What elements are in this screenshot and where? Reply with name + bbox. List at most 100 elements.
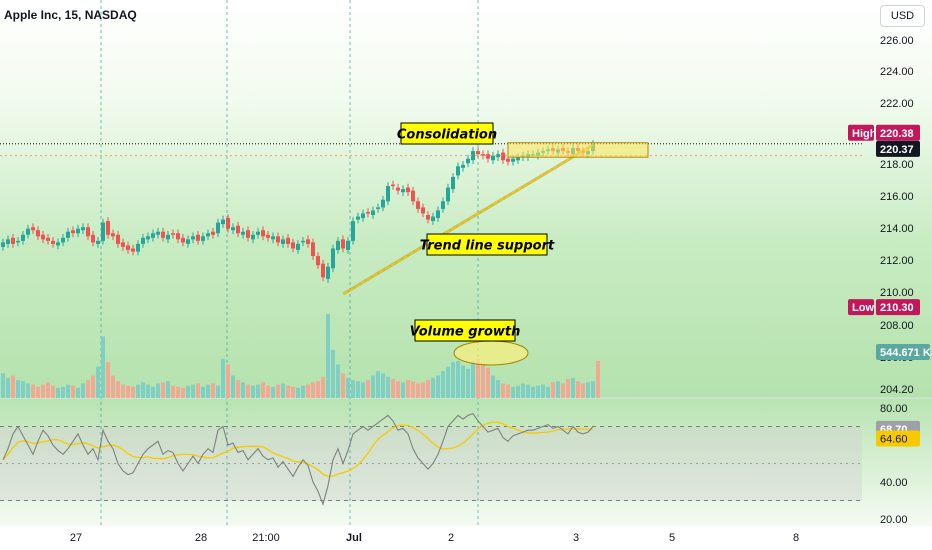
volume-bar (281, 383, 285, 398)
candle-body (206, 233, 210, 237)
time-axis[interactable]: 27 28 21:00 Jul 2 3 5 8 (70, 532, 799, 544)
time-tick-label: 5 (669, 532, 675, 544)
volume-bar (81, 383, 85, 398)
candle-body (476, 151, 480, 155)
candle-body (401, 189, 405, 193)
candle-body (61, 237, 65, 243)
volume-bar (461, 365, 465, 398)
volume-bar (311, 382, 315, 398)
volume-bar (166, 381, 170, 398)
volume-bar (296, 387, 300, 398)
volume-bar (151, 386, 155, 398)
candle-body (286, 237, 290, 244)
candle-body (466, 158, 470, 164)
candle-body (331, 248, 335, 269)
volume-bar (301, 385, 305, 398)
consolidation-box (400, 122, 494, 145)
volume-bar (336, 364, 340, 398)
volume-bar (386, 376, 390, 398)
candle-body (31, 227, 35, 231)
volume-bar (451, 362, 455, 398)
candle-body (436, 210, 440, 219)
volume-growth-label: Volume growth (410, 325, 521, 340)
volume-bar (106, 362, 110, 398)
volume-bar (381, 373, 385, 398)
volume-bar (586, 382, 590, 398)
candle-body (216, 222, 220, 234)
session-lines (100, 0, 479, 526)
volume-bars (1, 314, 600, 398)
candle-body (176, 233, 180, 240)
candle-body (146, 236, 150, 240)
volume-bar (216, 385, 220, 398)
candle-body (506, 158, 510, 162)
candle-body (1, 242, 5, 247)
candle-body (196, 234, 200, 241)
candle-body (231, 227, 235, 231)
volume-bar (426, 380, 430, 398)
volume-bar (491, 375, 495, 398)
rsi-ma-badge: 64.60 (880, 433, 908, 445)
volume-bar (186, 385, 190, 398)
volume-bar (421, 382, 425, 398)
volume-bar (571, 377, 575, 398)
volume-bar (256, 384, 260, 398)
volume-bar (546, 386, 550, 398)
candle-body (101, 222, 105, 241)
volume-bar (351, 380, 355, 398)
candle-body (21, 234, 25, 241)
volume-bar (271, 386, 275, 398)
volume-bar (401, 382, 405, 398)
volume-bar (111, 375, 115, 398)
volume-bar (31, 384, 35, 398)
rsi-tick-label: 80.00 (880, 403, 908, 415)
price-tick-label: 224.00 (880, 66, 914, 78)
candle-body (86, 227, 90, 237)
candle-body (341, 239, 345, 249)
candle-body (311, 242, 315, 257)
candle-body (366, 211, 370, 214)
candle-body (71, 230, 75, 234)
candle-body (441, 201, 445, 209)
candle-body (411, 190, 415, 202)
currency-button[interactable]: USD (880, 5, 925, 27)
candle-body (266, 234, 270, 238)
volume-bar (251, 385, 255, 398)
candle-body (456, 166, 460, 176)
volume-bar (76, 387, 80, 398)
candle-body (421, 207, 425, 214)
price-tick-label: 210.00 (880, 287, 914, 299)
volume-bar (416, 383, 420, 398)
volume-bar (46, 382, 50, 398)
volume-growth-ellipse (453, 340, 529, 366)
volume-bar (181, 387, 185, 398)
price-badges: High 220.38 220.37 Low 210.30 544.671 K (848, 124, 931, 360)
candle-body (306, 239, 310, 244)
candle-body (51, 240, 55, 244)
annotation-layer[interactable]: Consolidation Trend line support Volume gr… (342, 122, 649, 366)
volume-bar (576, 381, 580, 398)
price-tick-label: 226.00 (880, 35, 914, 47)
volume-bar (481, 363, 485, 398)
volume-bar (556, 381, 560, 398)
volume-bar (591, 381, 595, 398)
consolidation-label: Consolidation (397, 128, 497, 143)
candle-body (116, 234, 120, 244)
candle-body (486, 154, 490, 159)
candle-body (106, 221, 110, 235)
candle-body (446, 187, 450, 202)
volume-bar (341, 373, 345, 398)
volume-bar (551, 382, 555, 398)
volume-bar (476, 358, 480, 398)
volume-bar (516, 385, 520, 398)
candle-body (26, 228, 30, 235)
volume-bar (531, 386, 535, 398)
volume-bar (326, 314, 330, 398)
high-value-badge: 220.38 (880, 128, 914, 140)
candle-body (41, 234, 45, 240)
volume-bar (501, 383, 505, 398)
candle-body (66, 231, 70, 238)
